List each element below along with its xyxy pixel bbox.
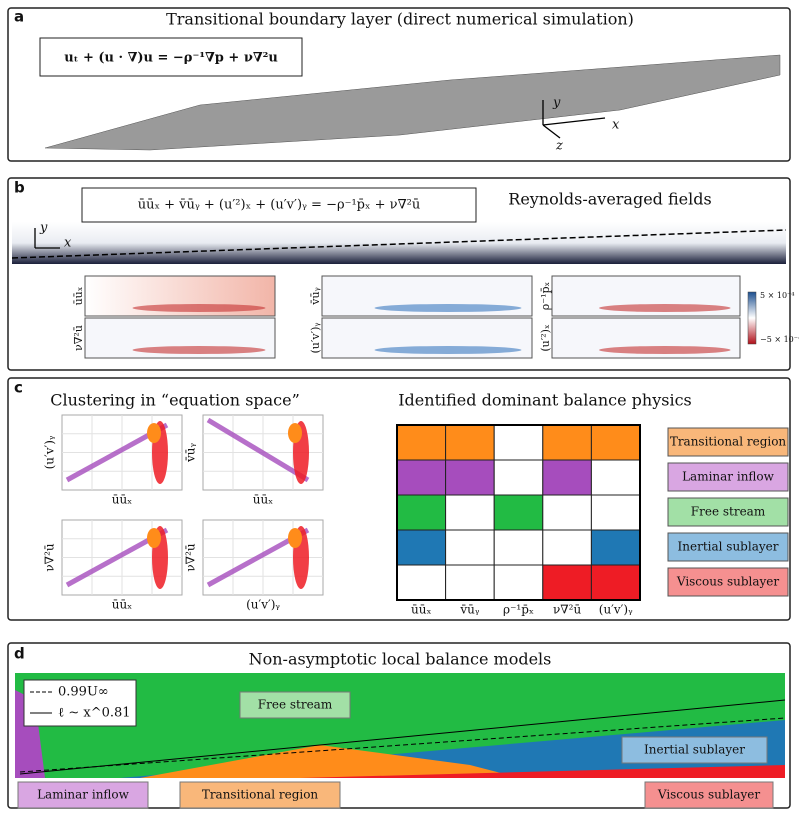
panel-label: d [14, 645, 25, 663]
field-feature [375, 304, 522, 312]
matrix-cell [494, 425, 543, 460]
region-label: Viscous sublayer [657, 788, 761, 802]
matrix-cell [494, 460, 543, 495]
matrix-cell [446, 460, 495, 495]
region-label: Transitional region [202, 788, 319, 802]
matrix-cell [591, 530, 640, 565]
matrix-cell [543, 460, 592, 495]
axis-label: ν∇²ū [43, 543, 57, 571]
region-label: Free stream [258, 698, 333, 712]
matrix-cell [397, 565, 446, 600]
title: Clustering in “equation space” [50, 391, 300, 410]
legend-label: Inertial sublayer [678, 540, 779, 554]
matrix-cell [591, 425, 640, 460]
axis-label: y [552, 96, 561, 111]
matrix-cell [494, 530, 543, 565]
column-label: ūūₓ [411, 603, 432, 617]
scatter-cloud [288, 423, 302, 443]
column-label: (u′v′)ᵧ [599, 603, 633, 617]
equation: ūūₓ + v̄ūᵧ + (u′²)ₓ + (u′v′)ᵧ = −ρ⁻¹p̄ₓ … [138, 198, 421, 213]
matrix-cell [397, 495, 446, 530]
field-feature [375, 346, 522, 354]
legend-label: Transitional region [670, 435, 787, 449]
region-label: Inertial sublayer [644, 743, 745, 757]
field-label: v̄ūᵧ [309, 287, 322, 305]
matrix-cell [446, 565, 495, 600]
scatter-cloud [147, 528, 161, 548]
column-label: v̄ūᵧ [459, 603, 480, 617]
axis-label: ūūₓ [112, 598, 133, 612]
scatter-cloud [288, 528, 302, 548]
matrix-cell [446, 425, 495, 460]
matrix-cell [591, 495, 640, 530]
matrix-cell [543, 495, 592, 530]
field-label: ρ⁻¹p̄ₓ [539, 281, 552, 310]
column-label: ρ⁻¹p̄ₓ [503, 603, 534, 617]
axis-label: y [39, 221, 48, 236]
axis-label: x [612, 118, 620, 133]
axis-label: z [555, 139, 563, 154]
panel-label: a [14, 8, 24, 26]
panel-label: c [14, 379, 23, 397]
legend-label: Viscous sublayer [676, 575, 780, 589]
field-feature [133, 346, 266, 354]
matrix-cell [397, 530, 446, 565]
axis-label: (u′v′)ᵧ [246, 598, 280, 612]
matrix-cell [446, 530, 495, 565]
legend-label: Free stream [691, 505, 766, 519]
column-label: ν∇²ū [553, 603, 581, 617]
panel-label: b [14, 179, 25, 197]
axis-label: v̄ūᵧ [184, 443, 198, 464]
scatter-cloud [147, 423, 161, 443]
equation: uₜ + (u · ∇)u = −ρ⁻¹∇p + ν∇²u [64, 51, 278, 66]
title: Identified dominant balance physics [398, 391, 692, 410]
colorbar-label: 5 × 10⁻⁴ [760, 291, 795, 300]
legend-label: 0.99U∞ [58, 685, 109, 700]
field-label: ν∇²ū [72, 325, 85, 351]
field-feature [599, 346, 731, 354]
axis-label: (u′v′)ᵧ [43, 435, 57, 469]
colorbar [748, 292, 756, 344]
figure: a Transitional boundary layer (direct nu… [0, 0, 799, 813]
matrix-cell [446, 495, 495, 530]
matrix-cell [543, 425, 592, 460]
matrix-cell [543, 565, 592, 600]
field-feature [133, 304, 266, 312]
matrix-cell [543, 530, 592, 565]
matrix-cell [494, 495, 543, 530]
legend-label: ℓ ∼ x^0.81 [58, 706, 131, 721]
region-label: Laminar inflow [37, 788, 130, 802]
matrix-cell [494, 565, 543, 600]
field-label: ūūₓ [72, 286, 85, 305]
axis-label: ūūₓ [112, 493, 133, 507]
title: Reynolds-averaged fields [508, 190, 711, 209]
matrix-cell [591, 565, 640, 600]
axis-label: x [64, 236, 72, 251]
field-feature [599, 304, 731, 312]
field-label: (u′²)ₓ [539, 324, 552, 352]
matrix-cell [591, 460, 640, 495]
field-label: (u′v′)ᵧ [309, 322, 322, 353]
colorbar-label: −5 × 10⁻⁴ [760, 335, 799, 344]
title: Transitional boundary layer (direct nume… [166, 10, 634, 29]
matrix-cell [397, 460, 446, 495]
axis-label: ūūₓ [253, 493, 274, 507]
matrix-cell [397, 425, 446, 460]
legend-label: Laminar inflow [682, 470, 775, 484]
axis-label: ν∇²ū [184, 543, 198, 571]
title: Non-asymptotic local balance models [249, 650, 552, 669]
field-image [12, 222, 786, 264]
